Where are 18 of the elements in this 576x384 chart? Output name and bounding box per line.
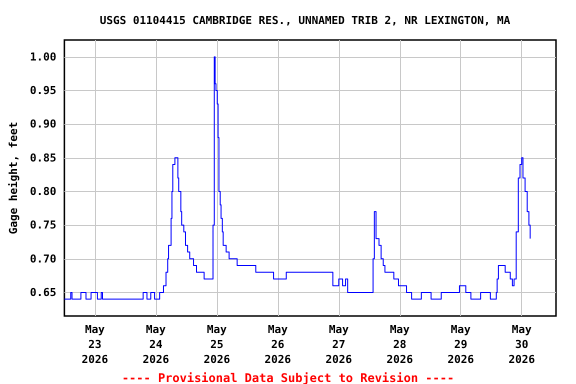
y-tick-label: 0.85 xyxy=(30,151,56,164)
x-tick-label: May 30 2026 xyxy=(508,323,536,366)
y-axis-title: Gage height, feet xyxy=(7,122,20,234)
y-tick-label: 0.70 xyxy=(30,252,56,266)
y-tick-label: 0.90 xyxy=(30,118,56,131)
x-tick-label: May 28 2026 xyxy=(386,323,414,366)
y-tick-label: 0.95 xyxy=(30,84,56,97)
chart-title: USGS 01104415 CAMBRIDGE RES., UNNAMED TRIB 2, NR LEXINGTON, MA xyxy=(100,14,511,27)
x-tick-label: May 27 2026 xyxy=(326,323,352,366)
x-tick-label: May 24 2026 xyxy=(142,323,170,366)
x-tick-label: May 23 2026 xyxy=(82,323,108,366)
x-tick-label: May 29 2026 xyxy=(447,323,474,366)
y-tick-label: 0.65 xyxy=(30,286,56,299)
y-tick-label: 0.75 xyxy=(30,218,56,232)
y-tick-label: 1.00 xyxy=(30,50,56,64)
x-tick-label: May 26 2026 xyxy=(264,323,292,366)
x-tick-label: May 25 2026 xyxy=(204,323,230,366)
y-tick-label: 0.80 xyxy=(30,184,56,198)
